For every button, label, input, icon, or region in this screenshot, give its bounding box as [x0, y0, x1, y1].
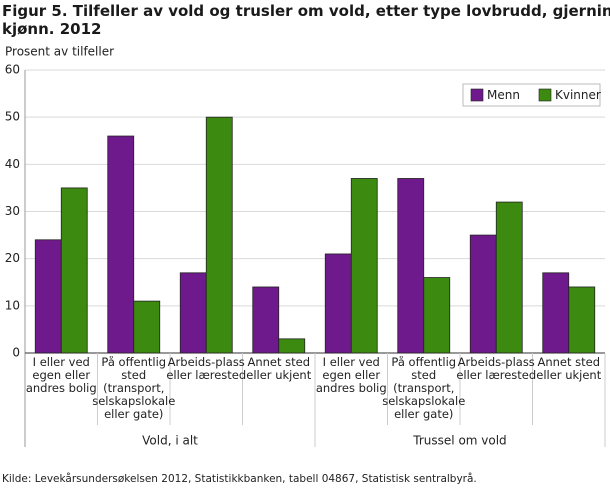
- y-tick-label: 60: [5, 63, 20, 77]
- x-tick-label: I eller ved egen eller andres bolig: [315, 356, 387, 395]
- x-tick-label: Arbeids-plass eller lærested: [456, 356, 537, 382]
- bar: [542, 272, 570, 354]
- bar: [324, 253, 352, 354]
- legend-box: [462, 83, 601, 107]
- x-tick-label-box: I eller ved egen eller andres bolig: [315, 356, 387, 395]
- legend-label: Menn: [487, 88, 520, 102]
- y-tick-label: 50: [5, 110, 20, 124]
- x-tick-label-box: På offentlig sted (transport, selskapslo…: [382, 356, 466, 421]
- x-tick-label: I eller ved egen eller andres bolig: [25, 356, 97, 395]
- y-axis-label: Prosent av tilfeller: [5, 45, 114, 59]
- bar: [278, 338, 306, 354]
- y-tick-label: 40: [5, 157, 20, 171]
- source: Kilde: Levekårsundersøkelsen 2012, Stati…: [2, 472, 477, 485]
- bar: [252, 286, 280, 354]
- bar: [469, 234, 497, 354]
- y-tick-label: 0: [12, 346, 20, 360]
- bar: [179, 272, 207, 354]
- bar: [34, 239, 62, 354]
- bar: [133, 300, 161, 354]
- x-tick-label: Annet sted eller ukjent: [536, 356, 602, 382]
- legend-swatch: [538, 88, 552, 102]
- y-tick-label: 10: [5, 298, 20, 312]
- x-tick-label-box: Arbeids-plass eller lærested: [166, 356, 247, 382]
- legend-label: Kvinner: [555, 88, 601, 102]
- bar: [350, 178, 378, 354]
- bar: [397, 178, 425, 354]
- x-tick-label: Arbeids-plass eller lærested: [166, 356, 247, 382]
- x-tick-label-box: Arbeids-plass eller lærested: [456, 356, 537, 382]
- bar: [205, 116, 233, 354]
- x-tick-label: På offentlig sted (transport, selskapslo…: [92, 356, 176, 421]
- bar: [495, 201, 523, 354]
- x-tick-label: På offentlig sted (transport, selskapslo…: [382, 356, 466, 421]
- x-tick-label: Annet sted eller ukjent: [246, 356, 312, 382]
- bar: [423, 277, 451, 354]
- x-tick-label-box: På offentlig sted (transport, selskapslo…: [92, 356, 176, 421]
- x-tick-label-box: Annet sted eller ukjent: [246, 356, 312, 382]
- chart-title: Figur 5. Tilfeller av vold og trusler om…: [2, 2, 610, 38]
- bar: [60, 187, 88, 354]
- x-tick-label-box: I eller ved egen eller andres bolig: [25, 356, 97, 395]
- y-tick-label: 20: [5, 251, 20, 265]
- x-tick-label-box: Annet sted eller ukjent: [536, 356, 602, 382]
- bar: [107, 135, 135, 354]
- group-label: Trussel om vold: [412, 434, 506, 448]
- bar: [568, 286, 596, 354]
- y-tick-label: 30: [5, 204, 20, 218]
- group-label: Vold, i alt: [142, 434, 198, 448]
- legend-swatch: [470, 88, 484, 102]
